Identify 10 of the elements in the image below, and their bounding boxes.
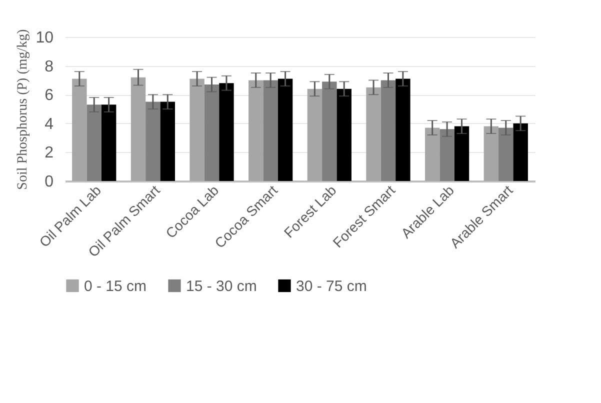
y-tick-label: 6 (44, 87, 54, 104)
y-tick-label: 0 (44, 174, 54, 190)
y-tick-label: 10 (36, 30, 54, 46)
y-tick-label: 4 (44, 116, 54, 133)
y-tick-label: 2 (44, 144, 54, 162)
legend-label: 0 - 15 cm (84, 278, 147, 295)
y-tick-label: 8 (44, 58, 54, 76)
legend-label: 30 - 75 cm (296, 278, 367, 295)
y-axis-title: Soil Phosphorus (P) (mg/kg) (16, 28, 31, 190)
legend-label: 15 - 30 cm (186, 278, 257, 295)
